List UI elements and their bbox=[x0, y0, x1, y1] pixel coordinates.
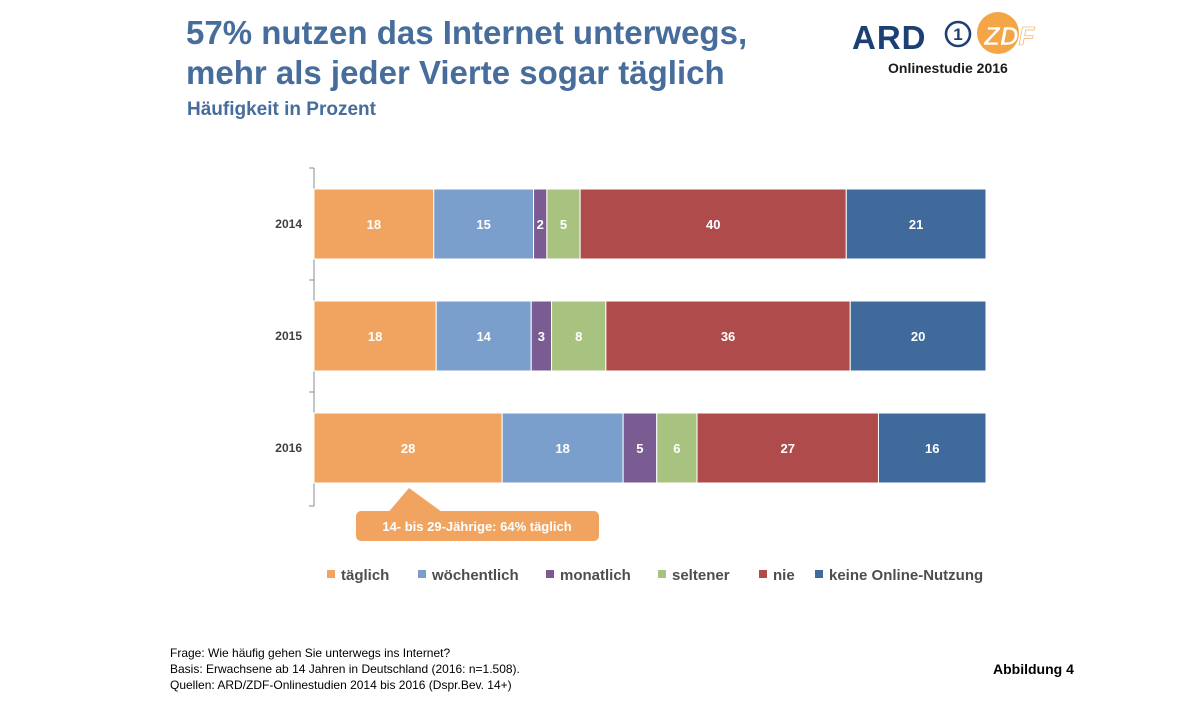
annotation-box bbox=[356, 511, 599, 541]
bar-segment bbox=[313, 188, 435, 260]
data-label: 16 bbox=[925, 441, 939, 456]
bar-segment bbox=[845, 188, 987, 260]
ard-one-digit: 1 bbox=[953, 25, 962, 44]
bar-segment bbox=[696, 412, 879, 484]
data-label: 20 bbox=[911, 329, 925, 344]
legend-swatch bbox=[759, 570, 767, 578]
ard-zdf-logo: ARD 1 ZDF Onlinestudie 2016 bbox=[848, 8, 1058, 82]
data-label: 3 bbox=[538, 329, 545, 344]
footnote-sources: Quellen: ARD/ZDF-Onlinestudien 2014 bis … bbox=[170, 678, 512, 692]
bar-segment bbox=[501, 412, 624, 484]
bar-segment bbox=[546, 188, 581, 260]
bar-segment bbox=[622, 412, 658, 484]
data-label: 40 bbox=[706, 217, 720, 232]
data-label: 28 bbox=[401, 441, 415, 456]
legend-entry: täglich bbox=[341, 567, 389, 584]
legend-entry: keine Online-Nutzung bbox=[829, 567, 983, 584]
figure-label: Abbildung 4 bbox=[993, 661, 1074, 677]
data-label: 2 bbox=[537, 217, 544, 232]
bar-segment bbox=[433, 188, 535, 260]
chart-subtitle: Häufigkeit in Prozent bbox=[187, 99, 376, 120]
zdf-logo-icon: ZDF bbox=[977, 12, 1036, 54]
annotation-text: 14- bis 29-Jährige: 64% täglich bbox=[382, 519, 571, 534]
chart-title: 57% nutzen das Internet unterwegs, mehr … bbox=[186, 13, 747, 93]
data-label: 15 bbox=[476, 217, 490, 232]
ard-logo-text: ARD bbox=[852, 19, 927, 56]
bar-segment bbox=[551, 300, 607, 372]
bar-segment bbox=[313, 412, 503, 484]
category-label: 2016 bbox=[275, 441, 302, 455]
footnotes: Frage: Wie häufig gehen Sie unterwegs in… bbox=[170, 645, 520, 693]
chart-title-line-1: 57% nutzen das Internet unterwegs, bbox=[186, 14, 748, 51]
data-label: 27 bbox=[781, 441, 795, 456]
data-label: 6 bbox=[673, 441, 680, 456]
chart-title-line-2: mehr als jeder Vierte sogar täglich bbox=[186, 54, 725, 91]
data-label: 8 bbox=[575, 329, 582, 344]
zdf-logo-text: ZDF bbox=[983, 21, 1036, 51]
legend-swatch bbox=[658, 570, 666, 578]
ard-one-icon: 1 bbox=[944, 20, 972, 48]
data-label: 18 bbox=[368, 329, 382, 344]
data-label: 5 bbox=[636, 441, 643, 456]
bar-segment bbox=[435, 300, 532, 372]
logo-caption: Onlinestudie 2016 bbox=[888, 60, 1008, 76]
legend-swatch bbox=[418, 570, 426, 578]
footnote-basis: Basis: Erwachsene ab 14 Jahren in Deutsc… bbox=[170, 662, 520, 676]
legend-entry: monatlich bbox=[560, 567, 631, 584]
data-label: 18 bbox=[555, 441, 569, 456]
bar-segment bbox=[849, 300, 987, 372]
category-label: 2015 bbox=[275, 329, 302, 343]
data-label: 5 bbox=[560, 217, 567, 232]
footnote-question: Frage: Wie häufig gehen Sie unterwegs in… bbox=[170, 646, 451, 660]
data-label: 14 bbox=[476, 329, 491, 344]
bar-segment bbox=[313, 300, 437, 372]
bar-segment bbox=[656, 412, 698, 484]
data-label: 21 bbox=[909, 217, 923, 232]
legend-entry: seltener bbox=[672, 567, 730, 584]
legend-swatch bbox=[815, 570, 823, 578]
legend-swatch bbox=[327, 570, 335, 578]
annotation-pointer bbox=[386, 488, 446, 515]
category-label: 2014 bbox=[275, 217, 302, 231]
legend-entry: nie bbox=[773, 567, 795, 584]
bar-segment bbox=[877, 412, 987, 484]
bar-segment bbox=[579, 188, 847, 260]
legend-swatch bbox=[546, 570, 554, 578]
bar-segment bbox=[605, 300, 851, 372]
legend-entry: wöchentlich bbox=[431, 567, 519, 584]
data-label: 18 bbox=[367, 217, 381, 232]
data-label: 36 bbox=[721, 329, 735, 344]
